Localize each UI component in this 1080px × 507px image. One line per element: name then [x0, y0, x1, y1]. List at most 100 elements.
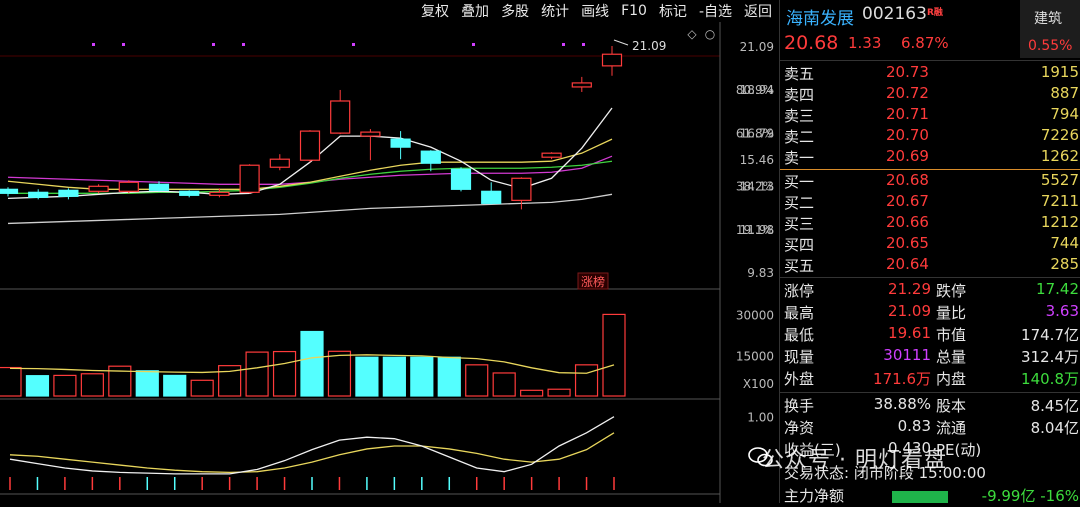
ask-row-5: 卖五 20.73 1915 — [780, 63, 1080, 84]
volume-bar — [547, 388, 571, 397]
candle-body — [88, 185, 109, 192]
bid-price: 20.65 — [886, 234, 929, 252]
stat-row: 收益(三) 0.430 PE(动) — [780, 439, 1080, 461]
volume-unit-label: X100 — [743, 377, 774, 391]
volume-bar — [602, 313, 626, 397]
main-flow-bar — [892, 491, 948, 503]
price-tick-label: 18.94 — [740, 83, 774, 97]
volume-bar — [520, 389, 544, 397]
fib-pct-label: 80.9% — [736, 83, 774, 97]
watermark-text: 公众号 · 明灯看盘 — [762, 448, 947, 473]
chart-toolbar: 复权 叠加 多股 统计 画线 F10 标记 -自选 返回 — [0, 0, 778, 22]
ask-volume: 887 — [1050, 84, 1079, 102]
volume-bar — [53, 374, 77, 397]
volume-bar — [300, 330, 324, 397]
toolbar-f10-button[interactable]: F10 — [621, 3, 647, 19]
bid-volume: 5527 — [1040, 171, 1079, 189]
ask-volume: 7226 — [1040, 126, 1079, 144]
high-marker-line — [613, 39, 629, 46]
candle-body — [118, 181, 139, 192]
bid-label: 买三 — [784, 215, 815, 233]
toolbar-multi-stock-button[interactable]: 多股 — [501, 4, 530, 20]
ask-volume: 1915 — [1040, 63, 1079, 81]
price-tick-label: 9.83 — [747, 266, 774, 280]
main-flow-label: 主力净额 — [784, 487, 845, 505]
fib-pct-label: 38.2% — [736, 180, 774, 194]
sector-change: 0.55% — [1028, 38, 1073, 54]
mcap-label: 市值 — [936, 326, 967, 344]
toolbar-overlay-button[interactable]: 叠加 — [461, 4, 490, 20]
stat-row: 最低 19.61 市值 174.7亿 — [780, 324, 1080, 346]
bid-volume: 1212 — [1040, 213, 1079, 231]
indicator-white-line — [9, 416, 615, 475]
fib-pct-label: 19.1% — [736, 223, 774, 237]
stat-row: 现量 30111 总量 312.4万 — [780, 346, 1080, 368]
toolbar-rights-button[interactable]: 复权 — [421, 4, 450, 20]
signal-dot — [242, 43, 245, 46]
inner-label: 内盘 — [936, 370, 967, 388]
cur-vol-label: 现量 — [784, 348, 815, 366]
bid-row-4: 买四 20.65 744 — [780, 234, 1080, 255]
cur-vol-value: 30111 — [883, 346, 931, 364]
volume-bar — [574, 364, 599, 397]
volume-bar — [108, 365, 132, 397]
chart-area[interactable]: 21.09 18.94 16.79 15.46 14.13 11.98 9.83 80.9% 6… — [0, 22, 778, 503]
volume-tick-label: 15000 — [736, 349, 774, 363]
candle-body — [390, 138, 411, 148]
vol-ratio-label: 量比 — [936, 304, 967, 322]
stat-row: 最高 21.09 量比 3.63 — [780, 302, 1080, 324]
sector-box[interactable]: 建筑 0.55% — [1020, 0, 1080, 58]
volume-bar — [245, 351, 269, 397]
bid-price: 20.66 — [886, 213, 929, 231]
ask-volume: 1262 — [1040, 147, 1079, 165]
volume-bar — [163, 374, 187, 397]
mcap-value: 174.7亿 — [1021, 326, 1079, 344]
volume-ma-line — [9, 354, 615, 374]
candle-body — [28, 191, 49, 198]
limit-up-value: 21.29 — [888, 280, 931, 298]
low-label: 最低 — [784, 326, 815, 344]
last-price: 20.68 — [784, 32, 839, 54]
inner-value: 140.8万 — [1021, 370, 1079, 388]
bid-volume: 285 — [1050, 255, 1079, 273]
toolbar-back-button[interactable]: 返回 — [744, 4, 772, 20]
rank-badge: 涨榜 — [581, 274, 605, 289]
ask-label: 卖五 — [784, 65, 815, 83]
candle-body — [58, 189, 79, 197]
toolbar-watchlist-button[interactable]: -自选 — [698, 4, 732, 20]
trade-status-row: 交易状态: 闭市阶段 15:00:00 — [780, 462, 1080, 484]
signal-dot — [352, 43, 355, 46]
ask-label: 卖三 — [784, 107, 815, 125]
bid-label: 买二 — [784, 194, 815, 212]
candle-body — [541, 152, 562, 158]
total-vol-label: 总量 — [936, 348, 967, 366]
bid-label: 买一 — [784, 173, 815, 191]
toolbar-mark-button[interactable]: 标记 — [658, 4, 687, 20]
ask-price: 20.70 — [886, 126, 929, 144]
volume-bar — [465, 364, 489, 397]
bid-row-1: 买一 20.68 5527 — [780, 171, 1080, 192]
kline-chart-svg[interactable]: 21.09 18.94 16.79 15.46 14.13 11.98 9.83 80.9% 6… — [0, 22, 778, 503]
limit-up-label: 涨停 — [784, 282, 815, 300]
signal-dot — [562, 43, 565, 46]
bid-row-2: 买二 20.67 7211 — [780, 192, 1080, 213]
stat-row: 净资 0.83 流通 8.04亿 — [780, 417, 1080, 439]
vol-ratio-value: 3.63 — [1045, 302, 1079, 320]
ask-label: 卖二 — [784, 128, 815, 146]
ask-row-3: 卖三 20.71 794 — [780, 105, 1080, 126]
toolbar-draw-button[interactable]: 画线 — [581, 4, 610, 20]
bid-price: 20.68 — [886, 171, 929, 189]
price-tick-label: 16.79 — [740, 126, 774, 140]
eps-label: 收益(三) — [784, 441, 841, 459]
volume-bar — [135, 370, 159, 397]
high-value: 21.09 — [888, 302, 931, 320]
ask-label: 卖一 — [784, 149, 815, 167]
volume-tick-label: 30000 — [736, 309, 774, 323]
signal-dot — [92, 43, 95, 46]
ask-row-4: 卖四 20.72 887 — [780, 84, 1080, 105]
volume-bar — [218, 365, 242, 397]
total-vol-value: 312.4万 — [1021, 348, 1079, 366]
candle-body — [571, 82, 592, 88]
toolbar-stats-button[interactable]: 统计 — [541, 4, 570, 20]
shares-value: 8.45亿 — [1030, 397, 1079, 415]
